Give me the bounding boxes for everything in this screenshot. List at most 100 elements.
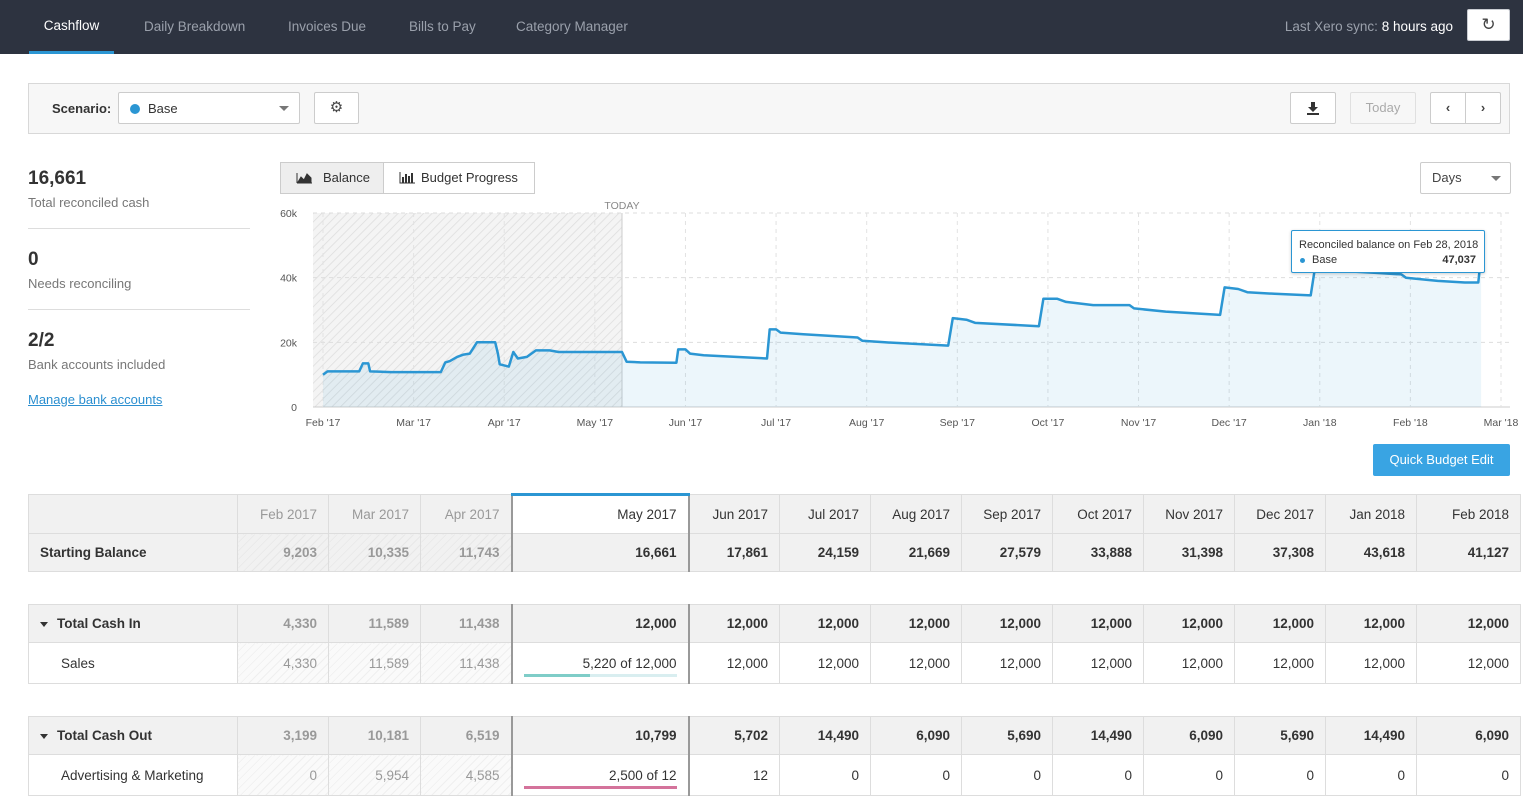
collapse-icon[interactable] — [40, 621, 48, 627]
advertising-cell: 5,954 — [328, 754, 421, 796]
total-cash-out-cell: 5,690 — [1234, 716, 1326, 755]
starting-balance-cell: 16,661 — [510, 533, 690, 572]
total-cash-out-cell: 5,702 — [688, 716, 780, 755]
advertising-cell[interactable]: 0 — [961, 754, 1053, 796]
sales-cell[interactable]: 5,220 of 12,000 — [510, 642, 690, 684]
series-area-base — [323, 255, 1482, 407]
x-tick-label: Aug '17 — [849, 417, 884, 429]
starting-balance-cell: 27,579 — [961, 533, 1053, 572]
prev-button[interactable]: ‹ — [1430, 92, 1466, 124]
month-header: Dec 2017 — [1234, 494, 1326, 534]
month-header: Jul 2017 — [779, 494, 871, 534]
chevron-right-icon: › — [1480, 100, 1486, 115]
row-spacer — [28, 571, 1521, 605]
total-cash-out-cell: 6,090 — [1416, 716, 1521, 755]
x-tick-label: Mar '17 — [396, 417, 431, 429]
total-cash-in-row: Total Cash In 4,330 11,589 11,438 12,000 12,0… — [28, 604, 1521, 643]
stat-needs-reconciling: 0 Needs reconciling — [28, 249, 250, 291]
tooltip-title: Reconciled balance on Feb 28, 2018 — [1299, 239, 1479, 251]
month-header: Apr 2017 — [420, 494, 512, 534]
sales-cell[interactable]: 12,000 — [1234, 642, 1326, 684]
scenario-settings-button[interactable]: ⚙ — [314, 92, 359, 124]
advertising-cell[interactable]: 0 — [1325, 754, 1417, 796]
scenario-select[interactable]: Base — [118, 92, 300, 124]
sales-cell[interactable]: 12,000 — [779, 642, 871, 684]
today-button[interactable]: Today — [1350, 92, 1416, 124]
divider — [28, 228, 250, 229]
sales-cell[interactable]: 12,000 — [1143, 642, 1235, 684]
tooltip-value: 47,037 — [1442, 254, 1476, 266]
advertising-cell[interactable]: 0 — [1143, 754, 1235, 796]
sales-cell[interactable]: 12,000 — [870, 642, 962, 684]
stat-label: Needs reconciling — [28, 276, 132, 291]
x-tick-label: Feb '17 — [306, 417, 341, 429]
sales-cell: 11,589 — [328, 642, 421, 684]
budget-progress-fill — [523, 786, 677, 789]
area-chart-icon — [296, 173, 312, 184]
sync-value: 8 hours ago — [1381, 19, 1453, 34]
month-header: Mar 2017 — [328, 494, 421, 534]
tab-cashflow[interactable]: Cashflow — [29, 0, 114, 54]
tab-category-manager[interactable]: Category Manager — [516, 19, 628, 34]
month-header: Sep 2017 — [961, 494, 1053, 534]
next-button[interactable]: › — [1465, 92, 1501, 124]
advertising-cell[interactable]: 0 — [870, 754, 962, 796]
total-cash-in-label[interactable]: Total Cash In — [28, 604, 238, 643]
advertising-cell[interactable]: 0 — [1234, 754, 1326, 796]
month-header: Jan 2018 — [1325, 494, 1417, 534]
starting-balance-cell: 33,888 — [1052, 533, 1144, 572]
sales-cell[interactable]: 12,000 — [1052, 642, 1144, 684]
tab-daily-breakdown[interactable]: Daily Breakdown — [144, 19, 246, 34]
scenario-color-dot — [130, 104, 140, 114]
total-cash-out-cell: 14,490 — [779, 716, 871, 755]
advertising-cell[interactable]: 2,500 of 12 — [510, 754, 690, 796]
balance-chart: 60k 40k 20k 0 Feb '17 Mar '17 Apr '17 May '17 Ju… — [280, 200, 1519, 429]
total-cash-out-cell: 5,690 — [961, 716, 1053, 755]
advertising-cell[interactable]: 12 — [688, 754, 780, 796]
total-cash-in-cell: 12,000 — [1052, 604, 1144, 643]
download-button[interactable] — [1290, 92, 1336, 124]
sales-cell[interactable]: 12,000 — [1325, 642, 1417, 684]
sales-cell[interactable]: 12,000 — [1416, 642, 1521, 684]
sales-row: Sales 4,330 11,589 11,438 5,220 of 12,000 12,… — [28, 642, 1521, 684]
quick-budget-edit-button[interactable]: Quick Budget Edit — [1373, 444, 1510, 476]
progress-text: 2,500 of 12 — [608, 767, 677, 783]
advertising-cell[interactable]: 0 — [1416, 754, 1521, 796]
total-cash-out-row: Total Cash Out 3,199 10,181 6,519 10,799 5,70… — [28, 716, 1521, 755]
bar-chart-icon — [399, 172, 415, 184]
tooltip-series: Base — [1312, 254, 1338, 266]
total-cash-in-cell: 12,000 — [1234, 604, 1326, 643]
total-cash-out-cell: 14,490 — [1325, 716, 1417, 755]
tab-bills-to-pay[interactable]: Bills to Pay — [409, 19, 476, 34]
total-cash-out-label[interactable]: Total Cash Out — [28, 716, 238, 755]
tab-budget-progress[interactable]: Budget Progress — [383, 162, 535, 194]
advertising-cell[interactable]: 0 — [1052, 754, 1144, 796]
total-cash-in-cell: 12,000 — [870, 604, 962, 643]
advertising-label: Advertising & Marketing — [28, 754, 238, 796]
collapse-icon[interactable] — [40, 733, 48, 739]
tab-invoices-due[interactable]: Invoices Due — [288, 19, 367, 34]
x-tick-label: May '17 — [577, 417, 614, 429]
download-icon — [1307, 102, 1319, 115]
starting-balance-cell: 11,743 — [420, 533, 512, 572]
stat-label: Total reconciled cash — [28, 195, 150, 210]
granularity-select[interactable]: Days — [1420, 162, 1511, 194]
sales-cell[interactable]: 12,000 — [688, 642, 780, 684]
advertising-cell[interactable]: 0 — [779, 754, 871, 796]
starting-balance-cell: 24,159 — [779, 533, 871, 572]
total-cash-in-cell: 4,330 — [237, 604, 329, 643]
tab-balance[interactable]: Balance — [280, 162, 384, 194]
sales-cell: 11,438 — [420, 642, 512, 684]
total-cash-out-cell: 6,519 — [420, 716, 512, 755]
header-corner — [28, 494, 238, 534]
stat-label: Bank accounts included — [28, 357, 166, 372]
sales-cell[interactable]: 12,000 — [961, 642, 1053, 684]
scenario-label: Scenario: — [52, 101, 112, 116]
divider — [28, 309, 250, 310]
chevron-left-icon: ‹ — [1445, 100, 1451, 115]
chevron-down-icon — [1491, 176, 1501, 181]
manage-bank-accounts-link[interactable]: Manage bank accounts — [28, 392, 163, 407]
total-cash-out-cell: 10,181 — [328, 716, 421, 755]
refresh-button[interactable]: ↻ — [1467, 9, 1510, 41]
x-tick-label: Mar '18 — [1484, 417, 1519, 429]
